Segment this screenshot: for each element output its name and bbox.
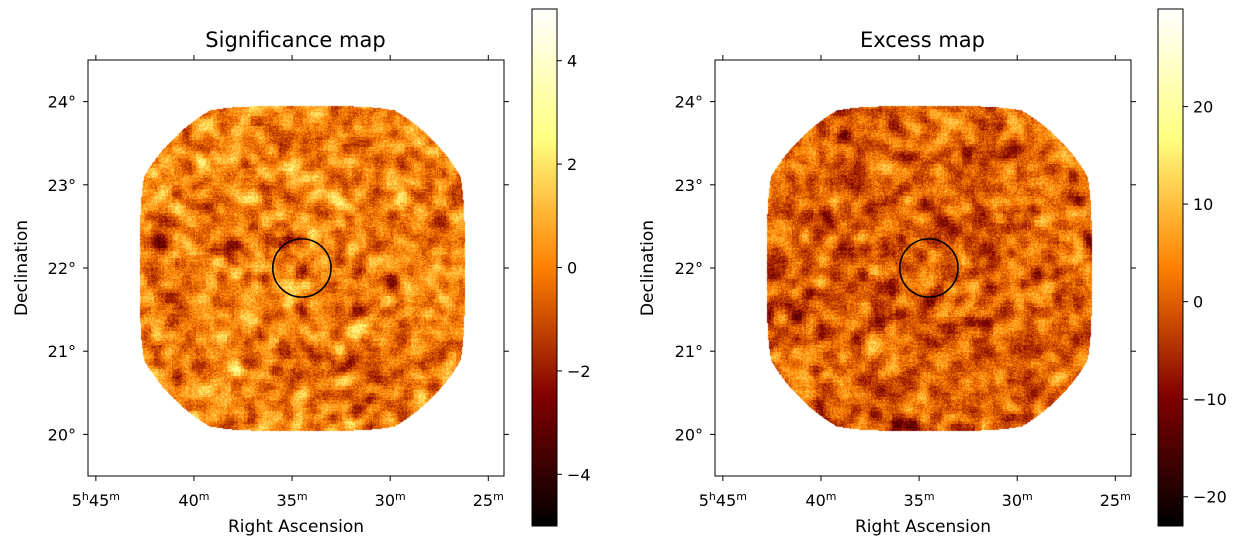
x-tick-label: 40m [178,490,209,510]
chart-title: Significance map [205,28,385,52]
colorbar-tick-label: 0 [1193,293,1203,312]
source-region-circle [898,238,959,298]
colorbar-axis: 4 2 0 −2 −4 [557,52,591,484]
panel-significance-map: Significance map 5h45m 40m 35m 30m 25m 24° 23… [12,8,591,537]
colorbar-tick-label: 20 [1193,98,1213,117]
heatmap-image [715,60,1131,476]
x-tick-label: 35m [277,490,308,510]
heatmap-image [88,60,504,476]
x-tick-label: 5h45m [699,490,747,510]
x-axis: 5h45m 40m 35m 30m 25m [699,55,1131,510]
source-region-circle [271,238,332,298]
heatmap-image-frame [715,60,1131,476]
heatmap-image-frame [88,60,504,476]
x-tick-label: 30m [375,490,406,510]
colorbar-tick-label: 0 [567,259,577,278]
y-tick-label: 20° [675,425,703,444]
x-tick-label: 5h45m [72,490,120,510]
colorbar-tick-label: −4 [567,465,591,484]
y-tick-label: 24° [675,93,703,112]
y-tick-label: 22° [675,259,703,278]
colorbar-tick-label: −10 [1193,390,1227,409]
colorbar [531,8,558,527]
y-tick-label: 23° [48,176,76,195]
colorbar-tick-label: 10 [1193,195,1213,214]
y-tick-label: 21° [48,342,76,361]
y-axis: 24° 23° 22° 21° 20° [675,93,1136,444]
panel-excess-map: Excess map 5h45m 40m 35m 30m 25m 24° 23° 22° 21… [638,8,1227,537]
colorbar-axis: 20 10 0 −10 −20 [1183,98,1227,507]
x-tick-label: 30m [1002,490,1033,510]
colorbar [1157,8,1184,527]
y-tick-label: 23° [675,176,703,195]
x-axis: 5h45m 40m 35m 30m 25m [72,55,504,510]
y-axis: 24° 23° 22° 21° 20° [48,93,509,444]
x-tick-label: 25m [473,490,504,510]
colorbar-tick-label: 2 [567,155,577,174]
x-axis-label: Right Ascension [228,517,364,537]
y-tick-label: 22° [48,259,76,278]
x-tick-label: 25m [1100,490,1131,510]
colorbar-tick-label: −2 [567,362,591,381]
x-axis-label: Right Ascension [855,517,991,537]
x-tick-label: 35m [904,490,935,510]
x-tick-label: 40m [805,490,836,510]
y-tick-label: 21° [675,342,703,361]
y-axis-label: Declination [638,220,658,316]
chart-title: Excess map [860,28,985,52]
y-tick-label: 20° [48,425,76,444]
colorbar-tick-label: 4 [567,52,577,71]
y-tick-label: 24° [48,93,76,112]
y-axis-label: Declination [12,220,32,316]
colorbar-tick-label: −20 [1193,488,1227,507]
